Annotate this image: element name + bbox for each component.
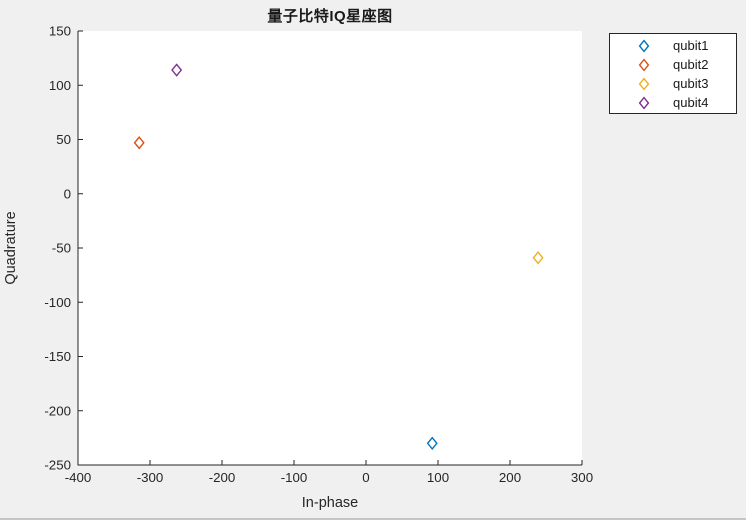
- y-tick-label-1: -200: [44, 403, 71, 418]
- diamond-glyph: [638, 57, 650, 72]
- marker-qubit2: [133, 136, 145, 150]
- legend: qubit1 qubit2 qubit3 qubit4: [609, 33, 737, 114]
- y-tick-label-2: -150: [44, 349, 71, 364]
- legend-label-qubit3: qubit3: [673, 76, 709, 91]
- x-tick-label-1: -300: [137, 470, 164, 485]
- y-tick-label-4: -50: [52, 241, 71, 256]
- diamond-icon: [636, 38, 652, 53]
- y-tick-label-6: 50: [56, 132, 71, 147]
- y-tick-label-8: 150: [49, 24, 71, 39]
- legend-label-qubit4: qubit4: [673, 95, 709, 110]
- y-axis-label-text: Quadrature: [3, 211, 19, 285]
- diamond-icon: [636, 57, 652, 72]
- y-tick-label-0: -250: [44, 458, 71, 473]
- y-tick-label-5: 0: [64, 186, 71, 201]
- x-tick-label-5: 100: [427, 470, 449, 485]
- legend-item-qubit1: qubit1: [610, 36, 736, 55]
- chart-title: 量子比特IQ星座图: [267, 8, 393, 25]
- y-tick-label-7: 100: [49, 78, 71, 93]
- legend-item-qubit4: qubit4: [610, 93, 736, 112]
- legend-item-qubit3: qubit3: [610, 74, 736, 93]
- diamond-glyph: [638, 38, 650, 53]
- marker-qubit1: [426, 436, 438, 451]
- diamond-glyph: [638, 76, 650, 91]
- window-bottom-edge: [0, 518, 746, 520]
- x-axis-label: In-phase: [301, 495, 359, 511]
- x-tick-label-3: -100: [281, 470, 308, 485]
- y-tick-label-3: -100: [44, 295, 71, 310]
- diamond-icon: [636, 95, 652, 110]
- x-tick-label-0: -400: [65, 470, 92, 485]
- diamond-glyph: [638, 95, 650, 110]
- x-tick-label-4: 0: [362, 470, 369, 485]
- legend-label-qubit2: qubit2: [673, 57, 709, 72]
- diamond-icon: [636, 76, 652, 91]
- x-tick-label-7: 300: [571, 470, 593, 485]
- plot-area: [78, 31, 582, 465]
- marker-qubit3: [532, 251, 544, 265]
- legend-item-qubit2: qubit2: [610, 55, 736, 74]
- x-tick-label-2: -200: [209, 470, 236, 485]
- x-tick-label-6: 200: [499, 470, 521, 485]
- legend-label-qubit1: qubit1: [673, 38, 709, 53]
- marker-qubit4: [171, 63, 183, 77]
